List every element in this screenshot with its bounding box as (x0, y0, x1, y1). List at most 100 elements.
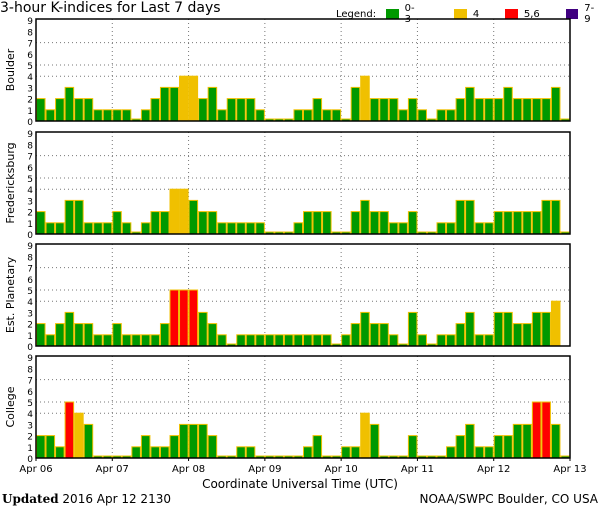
y-tick-label: 2 (27, 433, 33, 443)
bar-boulder-23 (255, 109, 265, 122)
y-tick-label: 9 (27, 242, 33, 252)
bar-fredericksburg-23 (255, 222, 265, 235)
bar-fredericksburg-46 (474, 222, 485, 235)
bar-fredericksburg-5 (83, 222, 94, 235)
y-tick-label: 3 (27, 197, 33, 207)
bar-est-planetary-33 (350, 323, 361, 347)
y-tick-label: 2 (27, 209, 33, 219)
bar-fredericksburg-39 (407, 211, 418, 235)
panel-label: College (4, 386, 17, 427)
bar-est-planetary-10 (131, 334, 141, 347)
y-tick-label: 1 (27, 220, 33, 230)
bar-est-planetary-25 (274, 334, 284, 347)
bar-boulder-1 (45, 109, 56, 122)
bar-fredericksburg-35 (369, 211, 380, 235)
bar-boulder-11 (140, 109, 151, 122)
x-axis-label: Coordinate Universal Time (UTC) (202, 477, 398, 491)
bar-est-planetary-46 (474, 334, 485, 347)
y-tick-label: 5 (27, 175, 33, 185)
bar-est-planetary-13 (159, 323, 170, 347)
legend-swatch-4 (454, 9, 467, 19)
bar-boulder-0 (36, 98, 46, 122)
panel-frame (35, 18, 571, 122)
bar-college-35 (369, 423, 380, 459)
bar-college-18 (207, 435, 218, 459)
panel-label: Est. Planetary (4, 256, 17, 333)
bar-fredericksburg-7 (102, 222, 113, 235)
panel-frame (35, 243, 571, 347)
bar-boulder-33 (350, 86, 361, 122)
y-tick-label: 6 (27, 276, 33, 286)
updated-text: Updated 2016 Apr 12 2130 (2, 492, 171, 506)
y-tick-label: 6 (27, 51, 33, 61)
bar-boulder-30 (322, 109, 332, 122)
bar-est-planetary-44 (455, 323, 466, 347)
bar-est-planetary-23 (255, 334, 265, 347)
bar-est-planetary-49 (503, 311, 513, 347)
y-tick-label: 5 (27, 287, 33, 297)
bar-boulder-13 (159, 86, 170, 122)
x-tick-label: Apr 13 (553, 464, 586, 475)
bar-est-planetary-12 (150, 334, 160, 347)
bar-college-21 (236, 446, 246, 459)
legend-label: 7-9 (584, 3, 595, 25)
bar-college-10 (131, 446, 141, 459)
bar-est-planetary-8 (112, 323, 122, 347)
bar-est-planetary-53 (541, 311, 551, 347)
panel-label: Boulder (4, 48, 17, 91)
bar-boulder-52 (531, 98, 542, 122)
bar-fredericksburg-6 (93, 222, 103, 235)
bar-est-planetary-2 (55, 323, 65, 347)
bar-est-planetary-51 (522, 323, 532, 347)
bar-fredericksburg-48 (493, 211, 504, 235)
y-tick-label: 7 (27, 153, 33, 163)
bar-fredericksburg-38 (398, 222, 408, 235)
bar-boulder-35 (369, 98, 380, 122)
bar-boulder-49 (503, 86, 513, 122)
bar-fredericksburg-44 (455, 199, 466, 235)
bar-college-51 (522, 423, 532, 459)
bar-fredericksburg-52 (531, 211, 542, 235)
bar-est-planetary-27 (293, 334, 304, 347)
bar-boulder-27 (293, 109, 304, 122)
bar-fredericksburg-20 (226, 222, 237, 235)
y-tick-label: 1 (27, 332, 33, 342)
bar-fredericksburg-3 (64, 199, 75, 235)
x-tick-label: Apr 08 (172, 464, 205, 475)
bar-boulder-39 (407, 98, 418, 122)
bar-est-planetary-16 (188, 289, 199, 347)
bar-fredericksburg-4 (74, 199, 84, 235)
bar-est-planetary-35 (369, 323, 380, 347)
y-tick-label: 2 (27, 321, 33, 331)
bar-college-3 (64, 401, 75, 459)
bar-college-46 (474, 446, 485, 459)
bar-fredericksburg-8 (112, 211, 122, 235)
bar-college-15 (179, 423, 189, 459)
bar-fredericksburg-34 (360, 199, 370, 235)
panel-frame (35, 355, 571, 459)
x-tick-label: Apr 11 (401, 464, 434, 475)
y-tick-label: 0 (27, 455, 33, 465)
bar-fredericksburg-43 (446, 222, 456, 235)
bar-boulder-6 (93, 109, 103, 122)
bar-college-4 (74, 412, 84, 459)
bar-fredericksburg-22 (245, 222, 256, 235)
bar-est-planetary-24 (264, 334, 275, 347)
legend: Legend: 0-3 4 5,6 7-9 (336, 3, 600, 25)
bar-college-17 (198, 423, 208, 459)
bar-fredericksburg-1 (45, 222, 56, 235)
bar-est-planetary-4 (74, 323, 84, 347)
bar-boulder-37 (388, 98, 399, 122)
bar-boulder-44 (455, 98, 466, 122)
bar-boulder-54 (550, 86, 561, 122)
bar-est-planetary-52 (531, 311, 542, 347)
bar-boulder-12 (150, 98, 160, 122)
bar-fredericksburg-47 (484, 222, 494, 235)
bar-fredericksburg-33 (350, 211, 361, 235)
credit-text: NOAA/SWPC Boulder, CO USA (419, 492, 598, 506)
y-tick-label: 8 (27, 253, 33, 263)
bar-boulder-46 (474, 98, 485, 122)
bar-college-29 (312, 435, 323, 459)
y-tick-label: 8 (27, 141, 33, 151)
